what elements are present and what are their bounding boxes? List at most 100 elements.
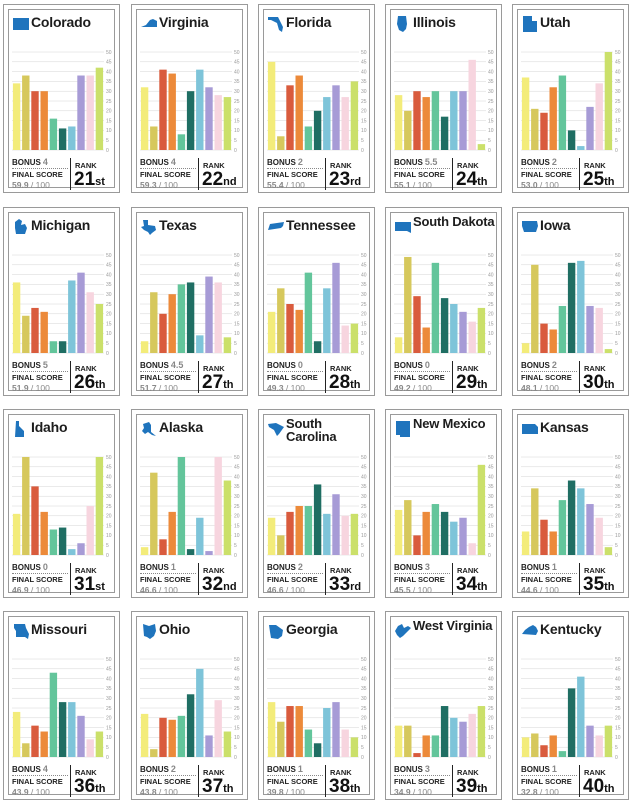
state-card[interactable]: Colorado 0 5 10 15 20 25 30 35 40 45 50 BONUS 4 FINAL … (3, 4, 120, 193)
state-card[interactable]: Kansas 0 5 10 15 20 25 30 35 40 45 50 BONUS 1 FINAL SC… (512, 409, 629, 598)
michigan-icon (15, 219, 27, 234)
rank-number: 24 (456, 169, 478, 190)
y-tick-label: 15 (615, 321, 621, 327)
bar (186, 282, 195, 353)
bar (450, 91, 458, 150)
rank-label: RANK (457, 566, 479, 575)
y-tick-label: 40 (106, 676, 112, 682)
divider (394, 775, 450, 776)
bar (313, 484, 322, 555)
y-tick-label: 40 (615, 272, 621, 278)
state-card[interactable]: Tennessee 0 5 10 15 20 25 30 35 40 45 50 BONUS 0 FINAL… (258, 207, 375, 396)
bar (531, 264, 539, 353)
y-tick-label: 20 (488, 109, 494, 115)
state-card[interactable]: Michigan 0 5 10 15 20 25 30 35 40 45 50 BONUS 5 FINAL … (3, 207, 120, 396)
state-card[interactable]: Iowa 0 5 10 15 20 25 30 35 40 45 50 BONUS 2 FINAL SCOR… (512, 207, 629, 396)
y-tick-label: 0 (361, 553, 364, 559)
y-tick-label: 30 (234, 696, 240, 702)
y-tick-label: 15 (361, 321, 367, 327)
divider (140, 573, 196, 574)
state-card[interactable]: South Dakota 0 5 10 15 20 25 30 35 40 45 50 BONUS 0 FI… (385, 207, 502, 396)
kansas-icon (522, 424, 538, 434)
y-tick-label: 30 (234, 89, 240, 95)
bar (159, 717, 167, 757)
rank-suffix: st (95, 176, 105, 188)
bar (49, 672, 58, 757)
y-tick-label: 15 (234, 321, 240, 327)
utah-icon (523, 16, 537, 32)
state-card[interactable]: Idaho 0 5 10 15 20 25 30 35 40 45 50 BONUS 0 FINAL SCO… (3, 409, 120, 598)
final-score-number: 43.8 (140, 787, 157, 797)
state-card[interactable]: Missouri 0 5 10 15 20 25 30 35 40 45 50 BONUS 4 FINAL … (3, 611, 120, 800)
state-card[interactable]: Texas 0 5 10 15 20 25 30 35 40 45 50 BONUS 4.5 FINAL S… (131, 207, 248, 396)
bar (40, 91, 48, 150)
y-tick-label: 0 (615, 553, 618, 559)
y-tick-label: 20 (615, 312, 621, 318)
rank-number: 27 (202, 372, 224, 393)
bar (22, 457, 30, 555)
bar (567, 130, 576, 150)
state-card[interactable]: South Carolina 0 5 10 15 20 25 30 35 40 45 50 BONUS 2… (258, 409, 375, 598)
bar (205, 87, 213, 150)
final-score-number: 46.9 (12, 585, 29, 595)
final-score-number: 55.4 (267, 180, 284, 190)
y-tick-label: 15 (106, 523, 112, 529)
y-tick-label: 25 (488, 706, 494, 712)
state-card[interactable]: Virginia 0 5 10 15 20 25 30 35 40 45 50 BONUS 4 FINAL … (131, 4, 248, 193)
y-tick-label: 10 (615, 331, 621, 337)
bonus-line: BONUS 4 (12, 157, 48, 167)
bar (286, 511, 294, 555)
y-tick-label: 30 (234, 292, 240, 298)
bar (95, 731, 104, 757)
rank-number: 23 (329, 169, 351, 190)
y-tick-label: 5 (615, 543, 618, 549)
bar (586, 504, 594, 555)
y-tick-label: 0 (234, 148, 237, 154)
bar (459, 91, 467, 150)
bonus-label: BONUS (394, 765, 423, 774)
state-name: Georgia (286, 621, 338, 637)
bar (604, 52, 613, 150)
y-tick-label: 0 (488, 148, 491, 154)
y-tick-label: 35 (106, 79, 112, 85)
bar (577, 488, 585, 555)
state-card[interactable]: Georgia 0 5 10 15 20 25 30 35 40 45 50 BONUS 1 FINAL S… (258, 611, 375, 800)
state-card[interactable]: Illinois 0 5 10 15 20 25 30 35 40 45 50 BONUS 5.5 FINA… (385, 4, 502, 193)
bar (521, 77, 530, 150)
y-tick-label: 5 (488, 745, 491, 751)
bar (277, 721, 285, 757)
bar-chart: 0 5 10 15 20 25 30 35 40 45 50 (140, 455, 240, 559)
y-tick-label: 5 (361, 745, 364, 751)
bar (350, 81, 359, 150)
y-tick-label: 5 (488, 543, 491, 549)
state-card[interactable]: New Mexico 0 5 10 15 20 25 30 35 40 45 50 BONUS 3 FINA… (385, 409, 502, 598)
bar-chart: 0 5 10 15 20 25 30 35 40 45 50 (521, 50, 621, 154)
card-frame: Alaska 0 5 10 15 20 25 30 35 40 45 50 BONUS 1 FINAL SC… (136, 414, 243, 595)
y-tick-label: 30 (361, 494, 367, 500)
final-score-number: 49.3 (267, 383, 284, 393)
y-tick-label: 50 (615, 50, 621, 56)
y-tick-label: 25 (106, 706, 112, 712)
final-score-max: / 100 (30, 383, 50, 393)
georgia-icon (269, 625, 283, 639)
state-card[interactable]: Alaska 0 5 10 15 20 25 30 35 40 45 50 BONUS 1 FINAL SC… (131, 409, 248, 598)
state-card[interactable]: Ohio 0 5 10 15 20 25 30 35 40 45 50 BONUS 2 FINAL SCOR… (131, 611, 248, 800)
bar (140, 87, 149, 150)
final-score-max: / 100 (539, 585, 559, 595)
state-card[interactable]: Kentucky 0 5 10 15 20 25 30 35 40 45 50 BONUS 1 FINAL … (512, 611, 629, 800)
tennessee-icon (268, 222, 284, 230)
y-tick-label: 25 (361, 504, 367, 510)
bar (313, 341, 322, 353)
rank-suffix: st (95, 581, 105, 593)
rank-label: RANK (330, 161, 352, 170)
state-card[interactable]: Florida 0 5 10 15 20 25 30 35 40 45 50 BONUS 2 FINAL S… (258, 4, 375, 193)
y-tick-label: 45 (361, 465, 367, 471)
state-card[interactable]: West Virginia 0 5 10 15 20 25 30 35 40 45 50 BONUS 3 F… (385, 611, 502, 800)
y-tick-label: 10 (106, 128, 112, 134)
bonus-line: BONUS 5.5 (394, 157, 437, 167)
bar-chart: 0 5 10 15 20 25 30 35 40 45 50 (140, 50, 240, 154)
bonus-line: BONUS 0 (394, 360, 430, 370)
bonus-line: BONUS 1 (521, 562, 557, 572)
state-card[interactable]: Utah 0 5 10 15 20 25 30 35 40 45 50 BONUS 2 FINAL SCOR… (512, 4, 629, 193)
bar (413, 535, 421, 555)
